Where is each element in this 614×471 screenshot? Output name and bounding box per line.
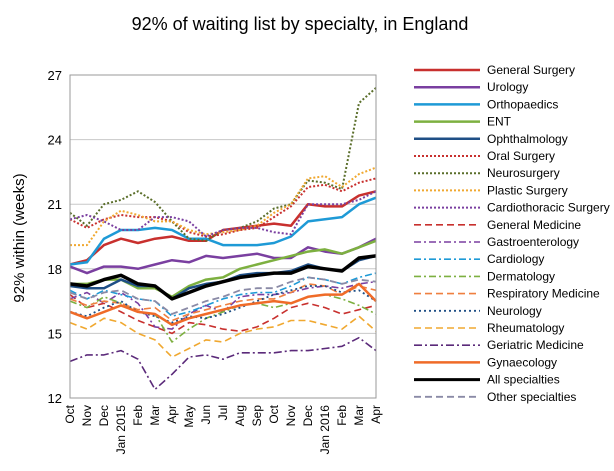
series-line-plastic-surgery: [70, 166, 377, 247]
series-line-urology: [69, 237, 377, 275]
x-tick-label: Oct: [267, 404, 281, 423]
legend-item-oral-surgery: Oral Surgery: [414, 149, 555, 163]
legend-label: Geriatric Medicine: [487, 338, 584, 352]
x-tick-label: Jun: [199, 405, 213, 424]
y-tick-label: 21: [48, 197, 62, 212]
x-tick-label: Nov: [80, 405, 94, 426]
legend-label: Urology: [487, 80, 528, 94]
legend-label: Dermatology: [487, 269, 555, 283]
chart-title: 92% of waiting list by specialty, in Eng…: [132, 14, 469, 34]
y-tick-label: 27: [48, 68, 62, 83]
legend-label: Other specialties: [487, 390, 576, 404]
legend-item-dermatology: Dermatology: [414, 269, 555, 283]
series-line-cardiothoracic-surgery: [69, 190, 377, 238]
x-tick-label: Mar: [352, 405, 366, 426]
x-tick-label: Oct: [63, 404, 77, 423]
plot-area-border: [69, 74, 377, 399]
legend-item-ophthalmology: Ophthalmology: [414, 132, 568, 146]
legend-item-ent: ENT: [414, 115, 512, 129]
legend-item-plastic-surgery: Plastic Surgery: [414, 183, 568, 197]
legend-label: Plastic Surgery: [487, 183, 568, 197]
legend-item-geriatric-medicine: Geriatric Medicine: [414, 338, 584, 352]
x-tick-label: Apr: [165, 405, 179, 424]
legend-label: Neurosurgery: [487, 166, 560, 180]
x-tick-label: Dec: [301, 405, 315, 426]
gridlines: [70, 74, 376, 399]
x-tick-label: Feb: [335, 405, 349, 426]
y-tick-label: 24: [48, 133, 62, 148]
x-tick-label: Jul: [216, 405, 230, 420]
legend-item-respiratory-medicine: Respiratory Medicine: [414, 287, 600, 301]
y-tick-label: 15: [48, 326, 62, 341]
x-tick-label: Feb: [131, 405, 145, 426]
x-tick-label: Dec: [97, 405, 111, 426]
legend-item-cardiology: Cardiology: [414, 252, 544, 266]
y-axis-ticks: 12 15 18 21 24 27: [48, 68, 62, 406]
x-tick-label: Apr: [369, 405, 383, 424]
legend-label: Orthopaedics: [487, 97, 558, 111]
series-line-gynaecology: [69, 282, 377, 327]
legend-item-urology: Urology: [414, 80, 528, 94]
legend-item-general-medicine: General Medicine: [414, 218, 581, 232]
x-tick-label: May: [182, 405, 196, 428]
series-line-other-specialties: [69, 276, 377, 315]
legend-item-neurology: Neurology: [414, 304, 542, 318]
y-tick-label: 12: [48, 391, 62, 406]
x-tick-label: Jan 2015: [114, 405, 128, 455]
legend-item-gastroenterology: Gastroenterology: [414, 235, 579, 249]
legend-label: Gynaecology: [487, 355, 557, 369]
y-tick-label: 18: [48, 262, 62, 277]
legend-item-cardiothoracic-surgery: Cardiothoracic Surgery: [414, 201, 610, 215]
legend-label: Rheumatology: [487, 321, 564, 335]
legend-label: Respiratory Medicine: [487, 287, 600, 301]
legend-label: Ophthalmology: [487, 132, 568, 146]
series-line-geriatric-medicine: [69, 336, 377, 391]
series-line-respiratory-medicine: [69, 283, 377, 322]
legend-item-orthopaedics: Orthopaedics: [414, 97, 558, 111]
legend-label: Cardiology: [487, 252, 544, 266]
y-axis-label: 92% within (weeks): [11, 173, 28, 302]
legend-label: Neurology: [487, 304, 542, 318]
legend-item-gynaecology: Gynaecology: [414, 355, 557, 369]
legend-label: General Medicine: [487, 218, 581, 232]
series-line-rheumatology: [69, 315, 377, 358]
legend-label: General Surgery: [487, 63, 575, 77]
x-axis-ticks: Oct Nov Dec Jan 2015 Feb Mar Apr May Jun Jul Aug Se…: [63, 404, 383, 454]
x-tick-label: Nov: [284, 405, 298, 426]
legend-item-all-specialties: All specialties: [414, 373, 560, 387]
legend-label: Cardiothoracic Surgery: [487, 201, 610, 215]
series-line-orthopaedics: [69, 196, 377, 266]
series-line-general-medicine: [69, 293, 377, 335]
legend-item-other-specialties: Other specialties: [414, 390, 576, 404]
legend: General Surgery Urology Orthopaedics ENT Oph…: [414, 63, 610, 404]
legend-label: Gastroenterology: [487, 235, 579, 249]
legend-item-general-surgery: General Surgery: [414, 63, 575, 77]
x-tick-label: Mar: [148, 405, 162, 426]
series-line-dermatology: [69, 293, 377, 343]
series-lines: [69, 87, 377, 391]
legend-item-rheumatology: Rheumatology: [414, 321, 564, 335]
legend-label: Oral Surgery: [487, 149, 555, 163]
legend-item-neurosurgery: Neurosurgery: [414, 166, 560, 180]
x-tick-label: Aug: [233, 405, 247, 426]
legend-label: ENT: [487, 115, 512, 129]
x-tick-label: Jan 2016: [318, 405, 332, 455]
series-line-all-specialties: [69, 254, 377, 301]
series-line-neurology: [69, 285, 377, 324]
x-tick-label: Sep: [250, 405, 264, 427]
legend-label: All specialties: [487, 373, 560, 387]
